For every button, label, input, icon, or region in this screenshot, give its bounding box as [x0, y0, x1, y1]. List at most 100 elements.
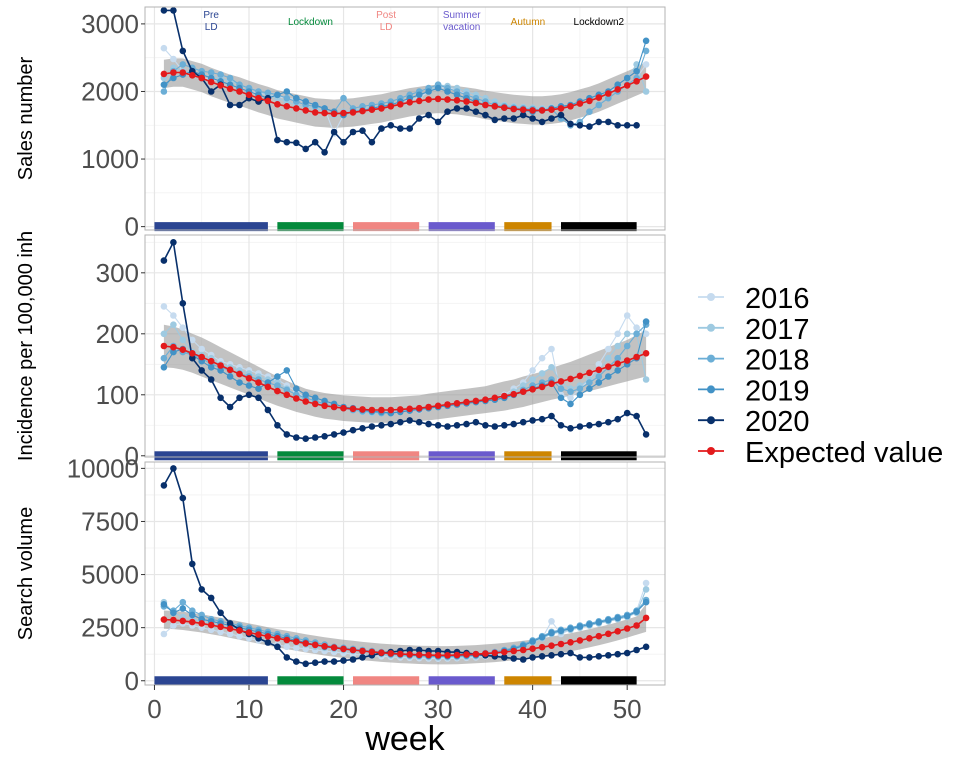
- data-point: [415, 651, 423, 659]
- data-point: [321, 397, 328, 405]
- series-6: [160, 614, 650, 659]
- data-point: [557, 111, 565, 119]
- data-point: [311, 101, 319, 109]
- data-point: [501, 422, 508, 429]
- data-point: [207, 594, 215, 602]
- data-point: [586, 635, 593, 642]
- data-point: [179, 69, 187, 76]
- data-point: [595, 361, 603, 368]
- data-point: [538, 383, 546, 391]
- data-point: [491, 103, 499, 110]
- panel-border: [144, 234, 666, 458]
- legend-label: 2017: [745, 314, 810, 346]
- data-point: [349, 128, 357, 136]
- data-point: [264, 383, 272, 391]
- data-point: [642, 579, 650, 587]
- data-point: [633, 324, 640, 332]
- data-point: [226, 85, 234, 93]
- data-point: [548, 380, 555, 388]
- data-point: [444, 96, 451, 103]
- period-bar-3: [353, 222, 420, 232]
- data-point: [226, 74, 234, 82]
- data-point: [605, 94, 612, 102]
- data-point: [179, 494, 187, 502]
- data-point: [463, 651, 470, 658]
- y-tick-label: 2000: [81, 76, 139, 106]
- data-point: [359, 647, 366, 655]
- data-point: [302, 145, 310, 153]
- data-point: [283, 94, 291, 102]
- data-point: [453, 91, 461, 99]
- period-bar-4: [428, 451, 495, 461]
- data-point: [189, 611, 196, 619]
- period-label-line: vacation: [443, 22, 480, 33]
- data-point: [434, 84, 442, 92]
- data-point: [642, 431, 650, 438]
- data-point: [406, 651, 414, 658]
- period-bar-2: [277, 222, 344, 232]
- data-point: [283, 88, 291, 95]
- data-point: [387, 420, 395, 428]
- data-point: [605, 345, 612, 353]
- data-point: [605, 630, 612, 638]
- data-point: [245, 382, 253, 389]
- data-point: [595, 619, 603, 626]
- series-line: [163, 345, 647, 411]
- data-point: [283, 643, 291, 651]
- data-point: [614, 628, 621, 635]
- legend-item: 2017: [698, 314, 810, 346]
- data-point: [160, 88, 168, 95]
- data-point: [538, 370, 546, 377]
- data-point: [293, 105, 300, 112]
- data-point: [321, 433, 328, 440]
- data-point: [642, 614, 650, 622]
- data-point: [406, 125, 414, 132]
- data-point: [236, 370, 243, 378]
- data-point: [207, 88, 215, 95]
- data-point: [198, 345, 205, 353]
- data-point: [595, 101, 603, 109]
- data-point: [349, 109, 357, 116]
- data-point: [236, 379, 243, 386]
- data-point: [321, 402, 328, 410]
- data-point: [614, 354, 621, 362]
- data-point: [623, 74, 631, 82]
- data-point: [642, 330, 650, 338]
- data-point: [576, 122, 584, 129]
- y-axis-title: Sales number: [15, 56, 37, 180]
- panel-2: 0 100 200 300 Incidence per 100,000 inh: [15, 231, 666, 471]
- data-point: [605, 118, 612, 126]
- data-point: [264, 89, 272, 97]
- data-point: [340, 94, 347, 102]
- data-point: [189, 354, 196, 362]
- data-point: [160, 482, 168, 489]
- data-point: [255, 94, 262, 102]
- data-point: [359, 425, 366, 432]
- data-point: [170, 321, 177, 329]
- data-point: [614, 122, 621, 129]
- data-point: [293, 658, 300, 665]
- data-point: [302, 435, 310, 443]
- data-point: [529, 367, 536, 374]
- data-point: [170, 55, 177, 63]
- data-point: [255, 394, 262, 402]
- data-point: [586, 123, 593, 130]
- data-point: [368, 423, 376, 430]
- data-point: [198, 367, 205, 374]
- data-point: [501, 648, 508, 656]
- data-point: [321, 149, 328, 156]
- data-point: [538, 653, 546, 660]
- data-point: [170, 69, 177, 76]
- data-point: [614, 367, 621, 374]
- data-point: [567, 625, 574, 632]
- data-point: [614, 330, 621, 338]
- data-point: [567, 400, 574, 408]
- data-point: [501, 654, 508, 661]
- data-point: [397, 418, 404, 426]
- data-point: [340, 138, 347, 146]
- data-point: [623, 357, 631, 364]
- data-point: [623, 625, 631, 632]
- data-point: [170, 348, 177, 356]
- data-point: [340, 645, 347, 653]
